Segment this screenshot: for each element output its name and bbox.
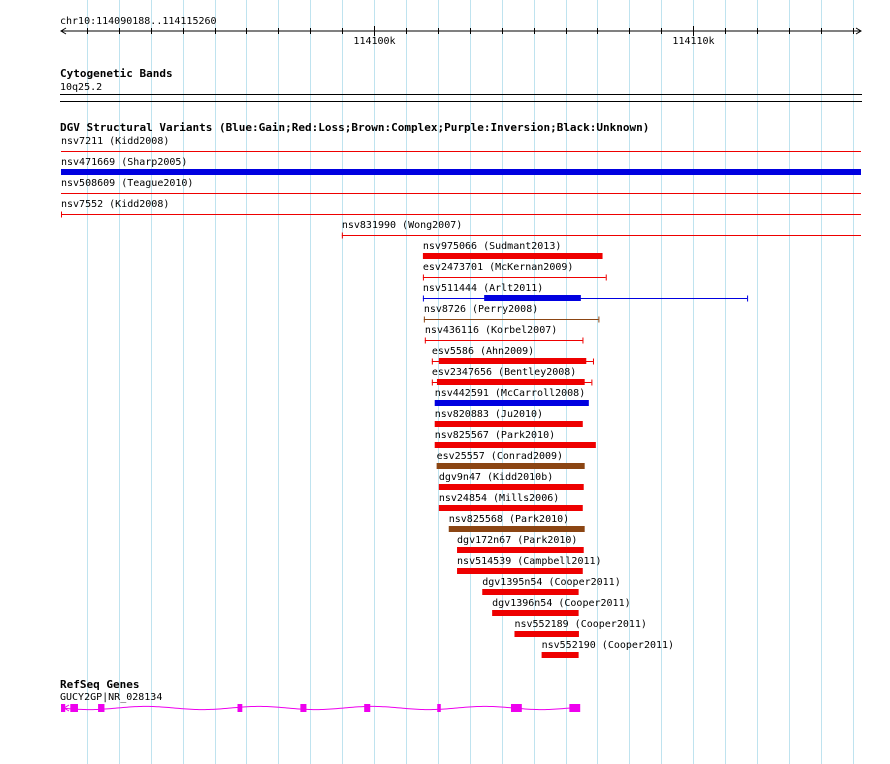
- exon: [437, 704, 441, 712]
- variant-label: nsv514539 (Campbell2011): [457, 556, 602, 567]
- variant-label: nsv24854 (Mills2006): [439, 493, 559, 504]
- variant-bar: [438, 484, 584, 490]
- variant-label: esv25557 (Conrad2009): [437, 451, 563, 462]
- variant-label: nsv825567 (Park2010): [435, 430, 555, 441]
- variant-bar: [436, 463, 585, 469]
- exon: [70, 704, 78, 712]
- variant-feature[interactable]: esv25557 (Conrad2009): [436, 451, 585, 469]
- variant-feature[interactable]: nsv514539 (Campbell2011): [457, 556, 602, 574]
- variant-feature[interactable]: nsv975066 (Sudmant2013): [422, 241, 603, 259]
- exon: [98, 704, 105, 712]
- gene-model[interactable]: [60, 704, 581, 712]
- variant-label: dgv172n67 (Park2010): [457, 535, 577, 546]
- variant-feature[interactable]: nsv7211 (Kidd2008): [61, 136, 861, 152]
- ruler-left-arrow-icon: [60, 27, 67, 35]
- variant-feature[interactable]: dgv172n67 (Park2010): [457, 535, 584, 553]
- intron-line: [60, 705, 580, 711]
- variant-feature[interactable]: nsv825567 (Park2010): [434, 430, 596, 448]
- exon: [569, 704, 581, 712]
- variant-label: nsv820883 (Ju2010): [435, 409, 543, 420]
- variant-label: nsv7552 (Kidd2008): [61, 199, 169, 210]
- dgv-track-title: DGV Structural Variants (Blue:Gain;Red:L…: [60, 121, 649, 134]
- variant-feature[interactable]: nsv442591 (McCarroll2008): [434, 388, 589, 406]
- variant-bar: [61, 169, 861, 175]
- variant-bar: [422, 253, 603, 259]
- variant-bar: [541, 652, 579, 658]
- variant-label: nsv552190 (Cooper2011): [542, 640, 674, 651]
- variant-bar: [457, 547, 584, 553]
- variant-label: esv2473701 (McKernan2009): [423, 262, 574, 273]
- variant-label: nsv975066 (Sudmant2013): [423, 241, 561, 252]
- variant-feature[interactable]: nsv820883 (Ju2010): [434, 409, 583, 427]
- variant-feature[interactable]: nsv825568 (Park2010): [448, 514, 585, 532]
- variant-bar: [434, 442, 596, 448]
- cytoband-track[interactable]: Cytogenetic Bands 10q25.2: [60, 67, 862, 102]
- ruler-tick-label: 114100k: [353, 36, 395, 47]
- variant-bar: [482, 589, 579, 595]
- variant-bar: [484, 295, 581, 301]
- variant-label: dgv1395n54 (Cooper2011): [482, 577, 620, 588]
- variant-label: nsv508609 (Teague2010): [61, 178, 193, 189]
- variant-feature[interactable]: esv2347656 (Bentley2008): [431, 367, 593, 386]
- variant-feature[interactable]: nsv7552 (Kidd2008): [61, 199, 861, 218]
- variant-feature[interactable]: nsv471669 (Sharp2005): [61, 157, 861, 175]
- variant-feature[interactable]: nsv8726 (Perry2008): [423, 304, 600, 323]
- variant-label: nsv471669 (Sharp2005): [61, 157, 187, 168]
- exon: [364, 704, 371, 712]
- variant-bar: [438, 505, 583, 511]
- variant-bar: [448, 526, 585, 532]
- variant-bar: [436, 379, 585, 385]
- variant-feature[interactable]: esv5586 (Ahn2009): [431, 346, 594, 365]
- variant-feature[interactable]: nsv24854 (Mills2006): [438, 493, 583, 511]
- variant-feature[interactable]: nsv508609 (Teague2010): [61, 178, 861, 194]
- dgv-features[interactable]: nsv7211 (Kidd2008) nsv471669 (Sharp2005) n…: [61, 136, 861, 658]
- gene-label: GUCY2GP|NR_028134: [60, 692, 162, 703]
- variant-label: nsv831990 (Wong2007): [342, 220, 462, 231]
- variant-bar: [514, 631, 579, 637]
- variant-feature[interactable]: nsv511444 (Arlt2011): [422, 283, 749, 302]
- variant-bar: [434, 421, 583, 427]
- variant-feature[interactable]: esv2473701 (McKernan2009): [422, 262, 607, 281]
- ruler-ticks: 114100k 114110k: [87, 26, 854, 47]
- variant-label: nsv436116 (Korbel2007): [425, 325, 557, 336]
- refseq-track-title: RefSeq Genes: [60, 678, 139, 691]
- variant-feature[interactable]: nsv436116 (Korbel2007): [424, 325, 584, 344]
- variant-label: nsv511444 (Arlt2011): [423, 283, 543, 294]
- cytoband-track-title: Cytogenetic Bands: [60, 67, 173, 80]
- exon: [510, 704, 522, 712]
- variant-label: dgv9n47 (Kidd2010b): [439, 472, 553, 483]
- cytoband-label: 10q25.2: [60, 82, 102, 93]
- exon: [61, 704, 66, 712]
- exon: [237, 704, 243, 712]
- ruler-tick-label: 114110k: [672, 36, 714, 47]
- exon: [300, 704, 307, 712]
- variant-feature[interactable]: nsv831990 (Wong2007): [341, 220, 861, 239]
- variant-feature[interactable]: dgv1395n54 (Cooper2011): [482, 577, 621, 595]
- variant-label: nsv8726 (Perry2008): [424, 304, 538, 315]
- variant-bar: [457, 568, 583, 574]
- variant-feature[interactable]: nsv552189 (Cooper2011): [514, 619, 647, 637]
- variant-feature[interactable]: nsv552190 (Cooper2011): [541, 640, 674, 658]
- variant-bar: [492, 610, 579, 616]
- variant-label: esv5586 (Ahn2009): [432, 346, 534, 357]
- variant-label: nsv442591 (McCarroll2008): [435, 388, 586, 399]
- variant-bar: [434, 400, 589, 406]
- variant-label: esv2347656 (Bentley2008): [432, 367, 577, 378]
- variant-label: nsv7211 (Kidd2008): [61, 136, 169, 147]
- variant-feature[interactable]: dgv1396n54 (Cooper2011): [492, 598, 631, 616]
- variant-bar: [438, 358, 587, 364]
- location-label: chr10:114090188..114115260: [60, 16, 217, 27]
- variant-label: dgv1396n54 (Cooper2011): [492, 598, 630, 609]
- refseq-track[interactable]: RefSeq Genes GUCY2GP|NR_028134: [60, 678, 581, 712]
- variant-label: nsv552189 (Cooper2011): [514, 619, 646, 630]
- variant-feature[interactable]: dgv9n47 (Kidd2010b): [438, 472, 584, 490]
- ruler-right-arrow-icon: [855, 27, 862, 35]
- variant-label: nsv825568 (Park2010): [449, 514, 569, 525]
- ruler-track: chr10:114090188..114115260 114100k 114110…: [60, 16, 862, 47]
- dgv-track[interactable]: DGV Structural Variants (Blue:Gain;Red:L…: [60, 121, 861, 658]
